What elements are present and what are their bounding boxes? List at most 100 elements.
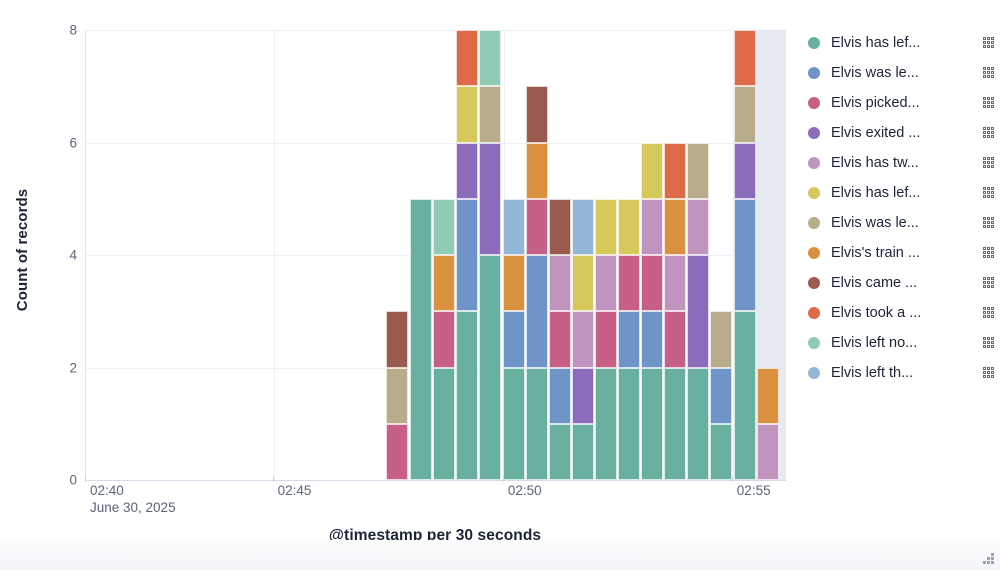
bar-segment[interactable] xyxy=(641,198,664,255)
bar[interactable] xyxy=(410,198,433,480)
legend-item[interactable]: Elvis came ... xyxy=(808,268,994,298)
bar[interactable] xyxy=(756,367,779,480)
legend-item[interactable]: Elvis has tw... xyxy=(808,148,994,178)
bar-segment[interactable] xyxy=(571,311,594,368)
bar-segment[interactable] xyxy=(687,255,710,368)
bar-segment[interactable] xyxy=(756,423,779,480)
bar-segment[interactable] xyxy=(456,142,479,199)
legend-item[interactable]: Elvis exited ... xyxy=(808,118,994,148)
legend-item[interactable]: Elvis has lef... xyxy=(808,28,994,58)
bar-segment[interactable] xyxy=(733,86,756,143)
bar[interactable] xyxy=(479,30,502,480)
legend-options-icon[interactable] xyxy=(983,36,994,50)
bar[interactable] xyxy=(456,30,479,480)
legend-options-icon[interactable] xyxy=(983,366,994,380)
bar-segment[interactable] xyxy=(571,255,594,312)
bar[interactable] xyxy=(548,198,571,480)
bar-segment[interactable] xyxy=(710,367,733,424)
bar-segment[interactable] xyxy=(594,198,617,255)
bar-segment[interactable] xyxy=(641,311,664,368)
bar[interactable] xyxy=(386,311,409,480)
legend-item[interactable]: Elvis has lef... xyxy=(808,178,994,208)
bar[interactable] xyxy=(571,198,594,480)
bar[interactable] xyxy=(618,198,640,480)
bar-segment[interactable] xyxy=(618,367,640,480)
bar-segment[interactable] xyxy=(525,255,548,368)
legend-item[interactable]: Elvis picked... xyxy=(808,88,994,118)
bar-segment[interactable] xyxy=(664,142,687,199)
bar-segment[interactable] xyxy=(756,367,779,424)
bar-segment[interactable] xyxy=(433,311,456,368)
bar-segment[interactable] xyxy=(502,367,525,480)
bar-segment[interactable] xyxy=(641,255,664,312)
bar-segment[interactable] xyxy=(502,198,525,255)
bar-segment[interactable] xyxy=(479,86,502,143)
legend-options-icon[interactable] xyxy=(983,336,994,350)
bar[interactable] xyxy=(525,86,548,480)
bar-segment[interactable] xyxy=(548,423,571,480)
bar[interactable] xyxy=(594,198,617,480)
bar-segment[interactable] xyxy=(571,198,594,255)
bar-segment[interactable] xyxy=(433,198,456,255)
bar-segment[interactable] xyxy=(664,367,687,480)
bar-segment[interactable] xyxy=(571,367,594,424)
legend-item[interactable]: Elvis was le... xyxy=(808,208,994,238)
bar-segment[interactable] xyxy=(594,311,617,368)
bar-segment[interactable] xyxy=(548,367,571,424)
bar-segment[interactable] xyxy=(664,311,687,368)
bar-segment[interactable] xyxy=(664,198,687,255)
bar-segment[interactable] xyxy=(479,142,502,255)
bar-segment[interactable] xyxy=(456,311,479,480)
legend-options-icon[interactable] xyxy=(983,156,994,170)
bar-segment[interactable] xyxy=(618,255,640,312)
bar-segment[interactable] xyxy=(386,311,409,368)
bar[interactable] xyxy=(433,198,456,480)
bar-segment[interactable] xyxy=(687,198,710,255)
legend-options-icon[interactable] xyxy=(983,186,994,200)
bar-segment[interactable] xyxy=(502,255,525,312)
bar-segment[interactable] xyxy=(618,198,640,255)
bar-segment[interactable] xyxy=(433,255,456,312)
bar-segment[interactable] xyxy=(733,30,756,87)
bar-segment[interactable] xyxy=(525,86,548,143)
bar-segment[interactable] xyxy=(710,423,733,480)
bar-segment[interactable] xyxy=(641,367,664,480)
bar[interactable] xyxy=(687,142,710,480)
bar-segment[interactable] xyxy=(594,367,617,480)
bar-segment[interactable] xyxy=(548,198,571,255)
bar-segment[interactable] xyxy=(664,255,687,312)
bar-segment[interactable] xyxy=(571,423,594,480)
plot-area[interactable] xyxy=(85,30,786,481)
bar-segment[interactable] xyxy=(525,142,548,199)
bar[interactable] xyxy=(710,311,733,480)
bar-segment[interactable] xyxy=(687,367,710,480)
legend-item[interactable]: Elvis left no... xyxy=(808,328,994,358)
bar-segment[interactable] xyxy=(386,423,409,480)
legend-options-icon[interactable] xyxy=(983,276,994,290)
legend-options-icon[interactable] xyxy=(983,96,994,110)
legend-item[interactable]: Elvis was le... xyxy=(808,58,994,88)
legend-options-icon[interactable] xyxy=(983,246,994,260)
bar-segment[interactable] xyxy=(548,311,571,368)
bar-segment[interactable] xyxy=(456,30,479,87)
legend-options-icon[interactable] xyxy=(983,216,994,230)
legend-item[interactable]: Elvis's train ... xyxy=(808,238,994,268)
bar-segment[interactable] xyxy=(525,198,548,255)
legend-options-icon[interactable] xyxy=(983,306,994,320)
bar-segment[interactable] xyxy=(548,255,571,312)
legend-options-icon[interactable] xyxy=(983,126,994,140)
resize-grip-icon[interactable] xyxy=(982,553,994,565)
bar-segment[interactable] xyxy=(733,142,756,199)
legend-options-icon[interactable] xyxy=(983,66,994,80)
bar-segment[interactable] xyxy=(433,367,456,480)
bar-segment[interactable] xyxy=(733,198,756,312)
bar-segment[interactable] xyxy=(618,311,640,368)
bar-segment[interactable] xyxy=(525,367,548,480)
bar-segment[interactable] xyxy=(710,311,733,368)
legend-item[interactable]: Elvis left th... xyxy=(808,358,994,388)
bar-segment[interactable] xyxy=(456,198,479,312)
bar-segment[interactable] xyxy=(594,255,617,312)
bar-segment[interactable] xyxy=(479,30,502,87)
bar[interactable] xyxy=(502,198,525,480)
bar-segment[interactable] xyxy=(479,255,502,480)
